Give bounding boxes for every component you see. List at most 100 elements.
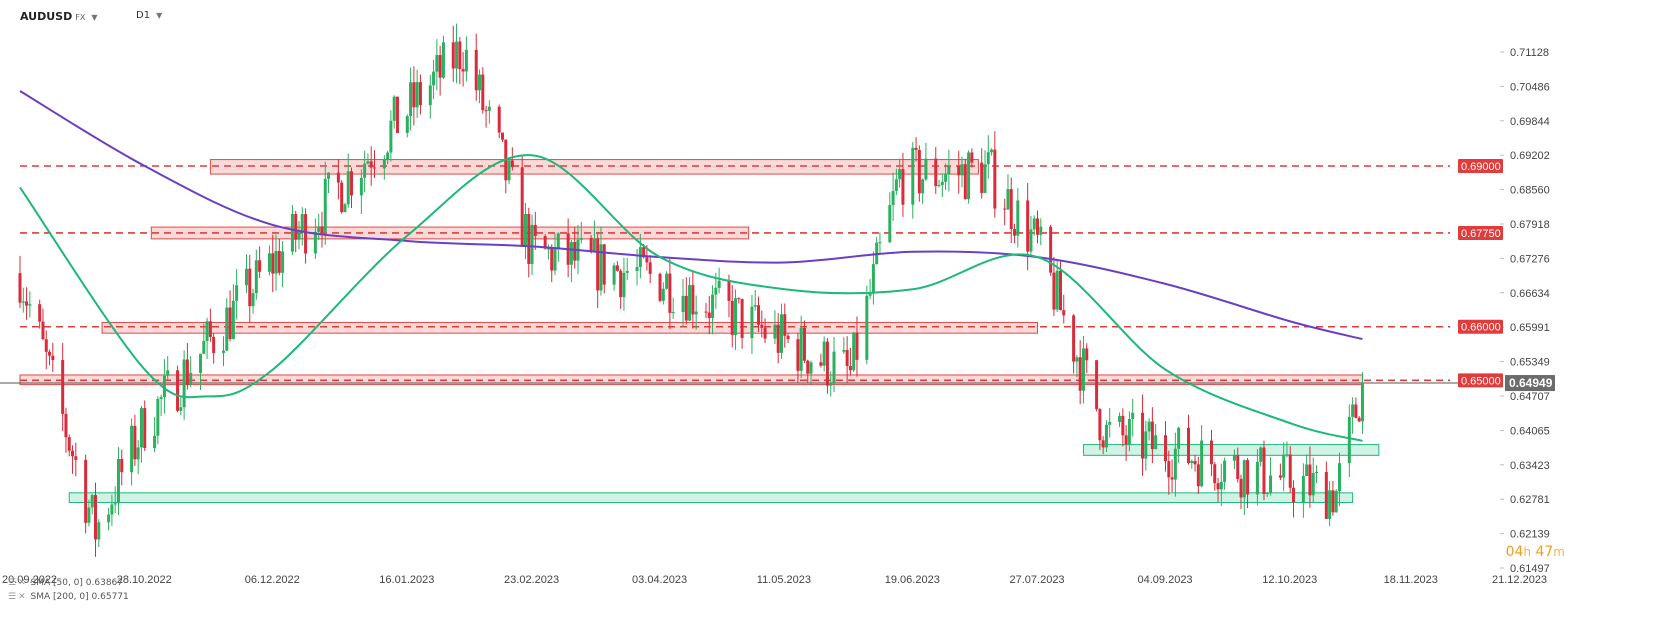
support-zone-5[interactable] [68, 492, 1354, 503]
candle-body [668, 273, 672, 313]
candle-countdown: 04h 47m [1506, 544, 1565, 560]
legend-sma50[interactable]: ☰ ✕ SMA [50, 0] 0.63867 [8, 578, 123, 588]
candle-body [1242, 460, 1246, 498]
price-tick-label: 0.69202 [1510, 150, 1550, 162]
candle-body [228, 307, 232, 339]
candle-body [888, 205, 892, 243]
candle-body [779, 314, 783, 353]
candle-body [1150, 421, 1154, 450]
candle-body [783, 314, 787, 336]
candle-body [487, 106, 491, 111]
candle-body [911, 147, 915, 205]
candle-body [523, 213, 527, 246]
resistance-zone-0[interactable] [209, 159, 979, 175]
candle-body [1246, 460, 1250, 495]
candle-body [1055, 270, 1059, 310]
candle-body [822, 341, 826, 366]
candle-body [865, 295, 869, 360]
candle-body [212, 336, 216, 353]
date-tick-label: 03.04.2023 [632, 574, 687, 586]
legend-sma200-label: SMA [200, 0] [30, 592, 89, 602]
legend-sma200[interactable]: ☰ ✕ SMA [200, 0] 0.65771 [8, 592, 129, 602]
date-tick-label: 04.09.2023 [1138, 574, 1193, 586]
timeframe-selector[interactable]: D1 ▼ [136, 10, 162, 21]
price-tick-label: 0.63423 [1510, 460, 1550, 472]
candle-body [1357, 417, 1361, 422]
candle-body [90, 495, 94, 508]
close-icon[interactable]: ✕ [18, 578, 26, 588]
candle-body [231, 300, 235, 339]
candle-body [320, 226, 324, 233]
candle-body [671, 312, 675, 314]
candle-body [714, 287, 718, 295]
candle-body [317, 226, 321, 232]
date-tick-label: 11.05.2023 [757, 574, 811, 586]
current-price-label-bg [1505, 375, 1555, 392]
candle-body [1098, 409, 1102, 441]
candle-body [507, 160, 511, 181]
price-tick-label: 0.62139 [1510, 529, 1550, 541]
candle-body [871, 264, 875, 294]
candle-body [546, 248, 550, 250]
candle-body [1101, 440, 1105, 448]
candle-body [1078, 357, 1082, 391]
level-label: 0.69000 [1461, 161, 1501, 173]
candle-body [707, 312, 711, 319]
resistance-zone-1[interactable] [150, 226, 750, 240]
candle-body [1186, 427, 1190, 464]
close-icon[interactable]: ✕ [18, 592, 26, 602]
candle-body [474, 49, 478, 91]
candle-body [825, 341, 829, 386]
support-zone-4[interactable] [1082, 444, 1380, 456]
candle-body [274, 250, 278, 274]
sma200-line[interactable] [19, 90, 1363, 341]
candle-body [497, 106, 501, 133]
candle-body [802, 327, 806, 361]
candle-body [740, 299, 744, 339]
candle-body [1147, 421, 1151, 432]
candle-body [382, 159, 386, 169]
date-tick-label: 28.10.2022 [117, 574, 172, 586]
candle-body [130, 425, 134, 473]
candle-body [369, 161, 373, 168]
candle-body [760, 324, 764, 328]
candle-body [392, 96, 396, 121]
candle-body [681, 295, 685, 313]
candle-body [1354, 404, 1358, 418]
candle-body [1324, 471, 1328, 519]
candle-body [156, 398, 160, 436]
level-label-bg [1458, 319, 1503, 334]
candle-body [520, 167, 524, 246]
candle-body [648, 262, 652, 274]
price-tick-label: 0.65349 [1510, 357, 1550, 369]
candle-body [189, 372, 193, 386]
symbol-selector[interactable]: AUDUSD FX ▼ [20, 10, 97, 23]
candle-body [619, 270, 623, 298]
chevron-down-icon[interactable]: ▼ [91, 13, 98, 22]
candle-body [592, 238, 596, 252]
candle-body [1311, 472, 1315, 496]
settings-icon[interactable]: ☰ [8, 592, 17, 602]
price-tick-label: 0.71128 [1510, 47, 1549, 59]
chevron-down-icon[interactable]: ▼ [156, 11, 163, 20]
resistance-zone-2[interactable] [101, 321, 1039, 334]
timer-hours-unit: h [1523, 545, 1532, 559]
date-tick-label: 19.06.2023 [885, 574, 940, 586]
sma50-line[interactable] [19, 154, 1363, 442]
candle-body [786, 335, 790, 340]
candle-body [1013, 229, 1017, 236]
settings-icon[interactable]: ☰ [8, 578, 17, 588]
candle-body [1049, 226, 1053, 273]
candle-body [340, 182, 344, 213]
candle-body [658, 273, 662, 301]
candle-body [599, 244, 603, 291]
candle-body [553, 248, 557, 271]
candle-body [855, 332, 859, 360]
candle-body [162, 375, 166, 398]
candle-body [1193, 460, 1197, 465]
candle-body [1259, 447, 1263, 462]
candle-body [1232, 454, 1236, 461]
candle-body [1314, 471, 1318, 473]
candle-body [346, 171, 350, 205]
